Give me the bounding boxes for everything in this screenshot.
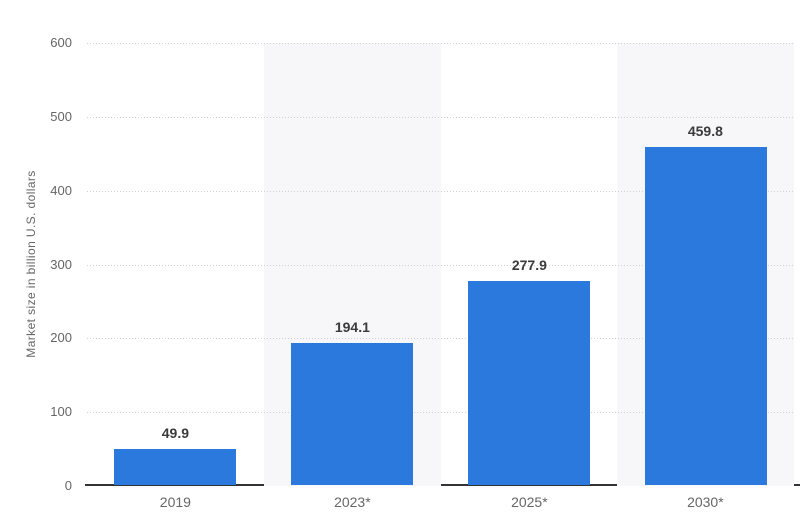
y-gridline <box>87 43 794 44</box>
y-tick-label: 300 <box>50 257 72 272</box>
y-gridline <box>87 265 794 266</box>
y-tick-label: 0 <box>64 478 72 493</box>
y-tick-label: 400 <box>50 183 72 198</box>
bar-value-label: 49.9 <box>161 425 189 441</box>
bar[interactable] <box>645 147 767 485</box>
bar[interactable] <box>468 281 590 485</box>
x-category-label: 2019 <box>159 494 191 510</box>
y-tick-label: 100 <box>50 404 72 419</box>
y-gridline <box>87 412 794 413</box>
bar-value-label: 277.9 <box>511 257 547 273</box>
y-tick-label: 600 <box>50 35 72 50</box>
x-category-label: 2030* <box>687 494 724 510</box>
bar-value-label: 459.8 <box>687 123 723 139</box>
bar[interactable] <box>114 449 236 485</box>
x-axis-line <box>85 484 800 486</box>
y-tick-label: 200 <box>50 330 72 345</box>
y-gridline <box>87 191 794 192</box>
bar-value-label: 194.1 <box>334 319 370 335</box>
x-category-label: 2023* <box>334 494 371 510</box>
x-category-label: 2025* <box>511 494 548 510</box>
y-gridline <box>87 117 794 118</box>
bar[interactable] <box>291 343 413 485</box>
y-gridline <box>87 338 794 339</box>
y-tick-label: 500 <box>50 109 72 124</box>
